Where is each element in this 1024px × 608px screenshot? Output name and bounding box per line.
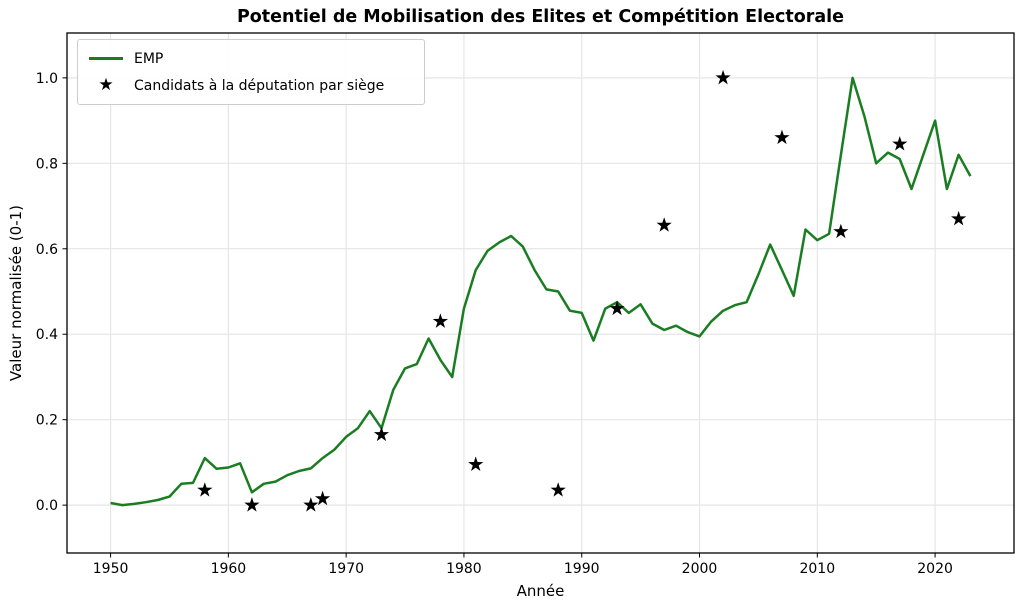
legend-label-emp: EMP — [134, 50, 164, 67]
star-marker — [303, 497, 319, 512]
star-marker — [774, 129, 790, 145]
tick-marks — [62, 77, 936, 558]
y-tick-label: 0.0 — [36, 498, 58, 514]
x-tick-label: 1990 — [564, 561, 600, 577]
star-marker — [550, 482, 566, 497]
x-tick-label: 2000 — [682, 561, 718, 577]
y-tick-label: 0.4 — [36, 327, 58, 343]
star-marker — [892, 136, 908, 151]
y-tick-label: 1.0 — [36, 71, 58, 87]
y-tick-label: 0.2 — [36, 413, 58, 429]
star-marker — [314, 490, 331, 506]
star-marker — [432, 313, 448, 328]
star-marker — [833, 223, 849, 239]
x-tick-label: 1960 — [211, 561, 247, 577]
legend: EMP ★ Candidats à la députation par sièg… — [77, 39, 425, 105]
y-tick-label: 0.8 — [36, 156, 58, 172]
star-marker — [609, 300, 625, 316]
star-marker — [468, 456, 484, 472]
legend-item-candidats: ★ Candidats à la députation par siège — [88, 72, 414, 99]
star-marker — [951, 210, 967, 226]
line-swatch-icon — [88, 57, 124, 60]
legend-item-emp: EMP — [88, 45, 414, 72]
grid — [67, 33, 1014, 553]
y-tick-label: 0.6 — [36, 242, 58, 258]
legend-label-candidats: Candidats à la députation par siège — [134, 77, 385, 94]
x-tick-label: 1970 — [328, 561, 364, 577]
x-tick-label: 2010 — [799, 561, 835, 577]
x-axis-label: Année — [516, 582, 565, 600]
y-axis-label: Valeur normalisée (0-1) — [7, 204, 25, 382]
star-marker — [244, 497, 260, 512]
star-marker — [373, 426, 390, 442]
x-tick-label: 1950 — [93, 561, 129, 577]
plot-border — [66, 32, 1015, 554]
x-tick-label: 1980 — [446, 561, 482, 577]
emp-line — [110, 76, 972, 507]
star-icon: ★ — [98, 75, 114, 95]
star-marker — [197, 482, 213, 497]
candidates-scatter — [197, 69, 967, 512]
x-tick-label: 2020 — [917, 561, 953, 577]
star-marker — [715, 69, 731, 85]
star-marker — [656, 217, 672, 232]
chart-title: Potentiel de Mobilisation des Elites et … — [236, 7, 845, 27]
